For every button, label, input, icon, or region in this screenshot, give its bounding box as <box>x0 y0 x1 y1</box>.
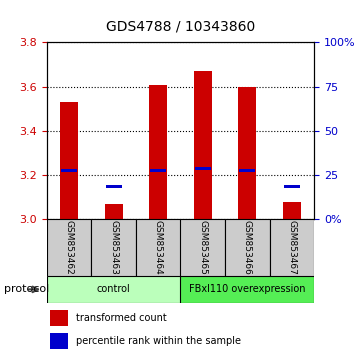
Bar <box>105 204 123 219</box>
Bar <box>194 71 212 219</box>
Bar <box>284 185 300 188</box>
Text: FBxl110 overexpression: FBxl110 overexpression <box>189 284 305 295</box>
Text: transformed count: transformed count <box>76 313 167 323</box>
Text: GDS4788 / 10343860: GDS4788 / 10343860 <box>106 19 255 34</box>
Bar <box>136 219 180 276</box>
Bar <box>283 202 301 219</box>
Text: GSM853467: GSM853467 <box>287 220 296 275</box>
Bar <box>47 276 180 303</box>
Text: protocol: protocol <box>4 284 49 295</box>
Bar <box>60 102 78 219</box>
Bar <box>238 87 256 219</box>
Bar <box>270 219 314 276</box>
Bar <box>91 219 136 276</box>
Bar <box>195 167 210 170</box>
Bar <box>225 219 270 276</box>
Bar <box>149 85 167 219</box>
Bar <box>49 310 68 326</box>
Text: GSM853466: GSM853466 <box>243 220 252 275</box>
Bar <box>180 276 314 303</box>
Text: GSM853465: GSM853465 <box>198 220 207 275</box>
Text: control: control <box>97 284 131 295</box>
Bar <box>180 219 225 276</box>
Bar <box>106 185 122 188</box>
Text: GSM853464: GSM853464 <box>154 221 163 275</box>
Text: GSM853462: GSM853462 <box>65 221 74 275</box>
Bar <box>239 169 255 172</box>
Bar <box>151 169 166 172</box>
Text: GSM853463: GSM853463 <box>109 220 118 275</box>
Bar <box>49 333 68 349</box>
Bar <box>47 219 91 276</box>
Bar <box>61 169 77 172</box>
Text: percentile rank within the sample: percentile rank within the sample <box>76 336 241 346</box>
